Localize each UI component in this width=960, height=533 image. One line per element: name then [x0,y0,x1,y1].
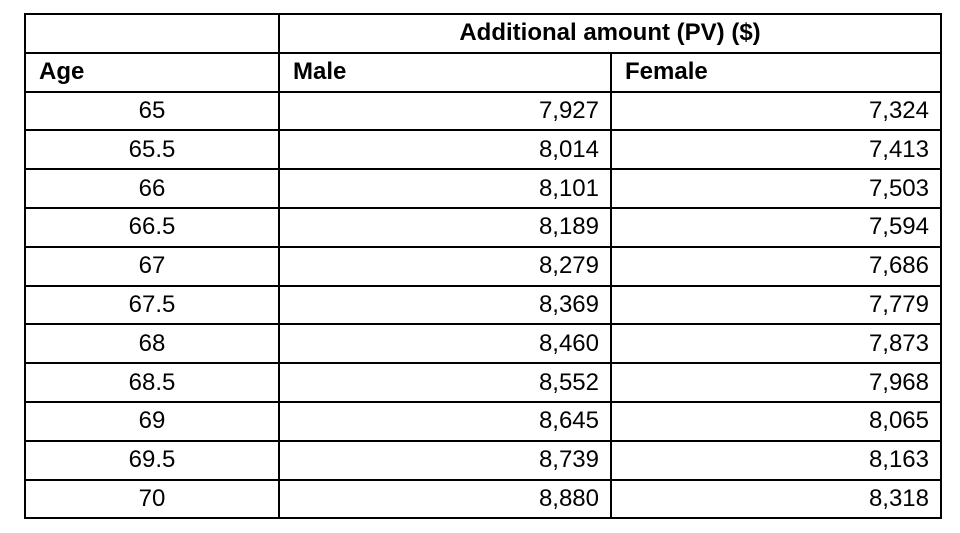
table-row: 67 8,279 7,686 [24,245,942,287]
table-row: 70 8,880 8,318 [24,478,942,520]
female-value: 8,318 [610,478,942,520]
table-row: 65.5 8,014 7,413 [24,129,942,171]
age-value: 68.5 [24,362,280,403]
age-value: 67.5 [24,284,280,326]
age-value: 67 [24,245,280,287]
female-value: 7,873 [610,323,942,365]
table-row: 66.5 8,189 7,594 [24,206,942,248]
table-row: 68 8,460 7,873 [24,323,942,365]
column-header-row: Age Male Female [24,51,942,93]
female-value: 8,163 [610,439,942,481]
female-value: 7,968 [610,362,942,403]
age-value: 69.5 [24,439,280,481]
female-value: 8,065 [610,400,942,442]
additional-amount-table: Additional amount (PV) ($) Age Male Fema… [24,13,942,520]
age-value: 70 [24,478,280,520]
male-value: 8,552 [278,362,612,403]
column-header-male: Male [278,51,612,93]
female-value: 7,413 [610,129,942,171]
male-value: 7,927 [278,90,612,132]
age-value: 68 [24,323,280,365]
table-row: 65 7,927 7,324 [24,90,942,132]
column-header-age: Age [24,51,280,93]
female-value: 7,503 [610,168,942,209]
male-value: 8,460 [278,323,612,365]
female-value: 7,324 [610,90,942,132]
column-header-female: Female [610,51,942,93]
male-value: 8,101 [278,168,612,209]
female-value: 7,686 [610,245,942,287]
group-header-additional-amount: Additional amount (PV) ($) [278,13,942,54]
group-header-row: Additional amount (PV) ($) [24,13,942,54]
male-value: 8,189 [278,206,612,248]
age-value: 66 [24,168,280,209]
age-value: 65 [24,90,280,132]
age-value: 69 [24,400,280,442]
female-value: 7,594 [610,206,942,248]
female-value: 7,779 [610,284,942,326]
age-value: 65.5 [24,129,280,171]
male-value: 8,369 [278,284,612,326]
male-value: 8,645 [278,400,612,442]
age-value: 66.5 [24,206,280,248]
male-value: 8,880 [278,478,612,520]
table-row: 67.5 8,369 7,779 [24,284,942,326]
male-value: 8,739 [278,439,612,481]
table-row: 66 8,101 7,503 [24,168,942,209]
table-row: 69 8,645 8,065 [24,400,942,442]
male-value: 8,014 [278,129,612,171]
table-row: 68.5 8,552 7,968 [24,362,942,403]
empty-corner-cell [24,13,280,54]
male-value: 8,279 [278,245,612,287]
table-row: 69.5 8,739 8,163 [24,439,942,481]
